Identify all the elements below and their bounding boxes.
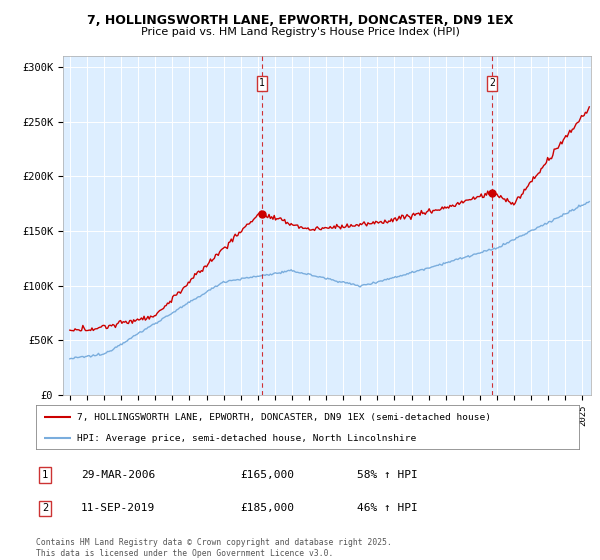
- Text: 2: 2: [42, 503, 48, 514]
- Text: 1: 1: [259, 78, 265, 88]
- Text: Contains HM Land Registry data © Crown copyright and database right 2025.
This d: Contains HM Land Registry data © Crown c…: [36, 538, 392, 558]
- Text: 58% ↑ HPI: 58% ↑ HPI: [357, 470, 418, 480]
- Text: 7, HOLLINGSWORTH LANE, EPWORTH, DONCASTER, DN9 1EX: 7, HOLLINGSWORTH LANE, EPWORTH, DONCASTE…: [87, 14, 513, 27]
- Text: 46% ↑ HPI: 46% ↑ HPI: [357, 503, 418, 514]
- Text: 29-MAR-2006: 29-MAR-2006: [81, 470, 155, 480]
- Text: £185,000: £185,000: [240, 503, 294, 514]
- Text: £165,000: £165,000: [240, 470, 294, 480]
- Text: 2: 2: [489, 78, 495, 88]
- Text: 1: 1: [42, 470, 48, 480]
- Text: Price paid vs. HM Land Registry's House Price Index (HPI): Price paid vs. HM Land Registry's House …: [140, 27, 460, 37]
- Text: 7, HOLLINGSWORTH LANE, EPWORTH, DONCASTER, DN9 1EX (semi-detached house): 7, HOLLINGSWORTH LANE, EPWORTH, DONCASTE…: [77, 413, 491, 422]
- Text: 11-SEP-2019: 11-SEP-2019: [81, 503, 155, 514]
- Text: HPI: Average price, semi-detached house, North Lincolnshire: HPI: Average price, semi-detached house,…: [77, 433, 416, 443]
